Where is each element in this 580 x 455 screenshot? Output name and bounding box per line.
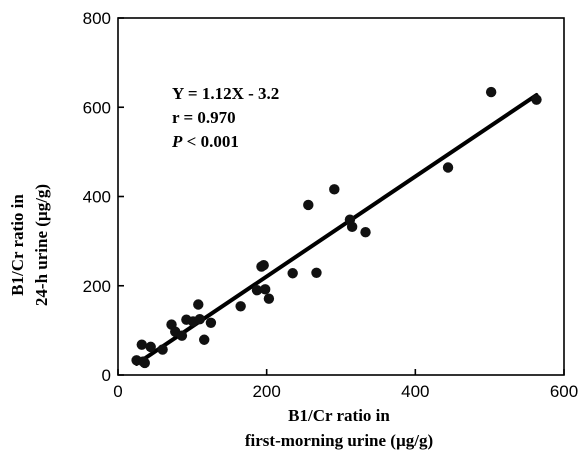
- x-axis-title-line-2: first-morning urine (µg/g): [245, 431, 433, 450]
- y-tick-label: 200: [83, 277, 111, 296]
- data-point: [205, 317, 217, 328]
- data-point: [193, 299, 204, 310]
- data-points: [131, 86, 542, 369]
- data-point: [157, 344, 168, 355]
- data-point: [176, 330, 188, 341]
- x-axis: 0 200 400 600: [113, 369, 578, 401]
- x-tick-label: 0: [113, 382, 122, 401]
- x-axis-title-line-1: B1/Cr ratio in: [288, 406, 390, 425]
- data-point: [251, 285, 263, 296]
- data-point: [136, 339, 147, 350]
- x-tick-label: 200: [252, 382, 280, 401]
- data-point: [235, 301, 246, 312]
- p-value-symbol: P: [171, 132, 183, 151]
- data-point: [360, 227, 371, 238]
- p-value-text: < 0.001: [182, 132, 238, 151]
- data-point: [346, 221, 358, 233]
- annotation-box: Y = 1.12X - 3.2 r = 0.970 P < 0.001: [171, 84, 279, 151]
- y-tick-label: 400: [83, 188, 111, 207]
- data-point: [311, 267, 322, 279]
- correlation-coefficient: r = 0.970: [172, 108, 236, 127]
- data-point: [287, 268, 298, 279]
- y-tick-label: 0: [102, 366, 111, 385]
- plot-area: 0 200 400 600 0 200 400 600 800: [83, 9, 579, 401]
- y-axis: 0 200 400 600 800: [83, 9, 124, 385]
- data-point: [329, 184, 340, 195]
- x-tick-label: 600: [550, 382, 578, 401]
- y-tick-label: 800: [83, 9, 111, 28]
- data-point: [263, 293, 275, 304]
- regression-equation: Y = 1.12X - 3.2: [172, 84, 279, 103]
- data-point: [139, 357, 150, 369]
- data-point: [442, 162, 454, 173]
- data-point: [145, 341, 156, 353]
- y-tick-label: 600: [83, 98, 111, 117]
- y-axis-title-line-1: B1/Cr ratio in: [8, 194, 27, 296]
- p-value: P < 0.001: [171, 132, 239, 151]
- x-tick-label: 400: [401, 382, 429, 401]
- data-point: [258, 260, 269, 271]
- data-point: [303, 199, 314, 211]
- data-point: [199, 334, 210, 345]
- data-point: [485, 86, 497, 98]
- data-point: [194, 314, 205, 325]
- data-point: [531, 94, 542, 105]
- y-axis-title-line-2: 24-h urine (µg/g): [32, 184, 51, 306]
- data-point: [259, 284, 271, 295]
